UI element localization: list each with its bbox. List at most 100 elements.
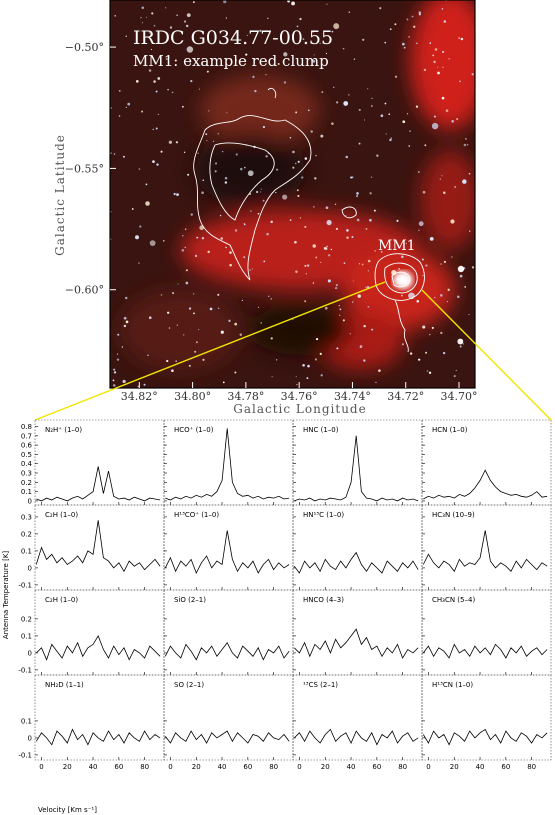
star (351, 301, 354, 303)
star (116, 358, 120, 361)
star (304, 264, 307, 267)
spectrum (164, 641, 290, 661)
star (342, 47, 345, 50)
star (167, 311, 170, 314)
star (362, 38, 365, 41)
star (462, 179, 467, 184)
star (375, 381, 377, 384)
star (118, 115, 121, 117)
star (150, 48, 152, 50)
star (112, 384, 116, 387)
star (356, 192, 359, 195)
star (182, 235, 184, 237)
panel-frame (421, 419, 552, 506)
star (295, 111, 298, 114)
star (197, 328, 200, 331)
star (183, 151, 186, 154)
star (345, 155, 348, 159)
y-axis-label: Antenna Temperature [K] (2, 551, 10, 640)
star (294, 162, 297, 165)
zoom-lines (34, 281, 552, 421)
star (455, 369, 457, 372)
star (201, 191, 204, 194)
star (380, 114, 384, 118)
star (194, 350, 197, 353)
y-tick-label: 0.2 (21, 530, 32, 538)
y-tick-label: 0.3 (21, 470, 32, 478)
star (151, 12, 154, 15)
star (265, 74, 267, 76)
star (229, 263, 232, 267)
x-tick-label: 0 (426, 763, 430, 771)
star (295, 270, 298, 273)
star (123, 324, 127, 328)
star (302, 363, 305, 367)
star (406, 18, 409, 21)
star (257, 212, 260, 215)
star (426, 370, 429, 372)
star (214, 170, 217, 173)
star (177, 283, 179, 285)
star (190, 79, 193, 83)
star (441, 96, 445, 100)
star (160, 294, 163, 296)
star (234, 229, 238, 232)
star (339, 308, 342, 311)
star (327, 279, 331, 283)
star (401, 294, 403, 297)
star (167, 88, 169, 91)
star (145, 201, 150, 206)
star (217, 133, 219, 135)
star (201, 237, 205, 240)
y-tick-label: 0.5 (21, 451, 32, 459)
star (408, 145, 410, 147)
star (398, 268, 400, 270)
star (333, 23, 340, 30)
x-tick-label: 34.72° (387, 390, 424, 403)
star (241, 299, 244, 301)
x-tick-label: 40 (347, 763, 356, 771)
source-label: MM1 (378, 238, 416, 254)
star (183, 334, 185, 336)
star (121, 346, 124, 348)
star (453, 375, 456, 378)
star (292, 150, 295, 154)
x-tick-label: 60 (114, 763, 123, 771)
spectrum (35, 520, 161, 573)
star (308, 109, 310, 112)
image-frame (109, 0, 476, 389)
star (245, 53, 248, 56)
star (460, 37, 464, 41)
star (202, 358, 205, 361)
star (206, 140, 208, 142)
star (306, 377, 309, 380)
star (428, 371, 432, 374)
star (457, 338, 464, 345)
line-label: SO (2–1) (174, 681, 204, 689)
star (234, 322, 238, 326)
star (228, 319, 231, 323)
y-tick-label: 0.6 (21, 442, 33, 450)
star (336, 101, 339, 104)
star (335, 227, 338, 230)
star (195, 341, 198, 344)
star (148, 32, 151, 34)
star (113, 153, 116, 155)
star (369, 218, 372, 222)
line-label: H¹³CN (1–0) (432, 681, 473, 689)
star (152, 160, 155, 163)
star (114, 14, 117, 17)
star (442, 351, 446, 355)
line-label: HCN (1–0) (432, 426, 468, 434)
star (434, 48, 438, 51)
star (457, 265, 465, 273)
x-tick-label: 34.78° (227, 390, 264, 403)
star (338, 304, 340, 307)
star (454, 186, 457, 189)
star (313, 205, 315, 208)
star (471, 266, 475, 269)
star (229, 251, 232, 254)
x-tick-label: 80 (140, 763, 149, 771)
x-tick-label: 80 (527, 763, 536, 771)
